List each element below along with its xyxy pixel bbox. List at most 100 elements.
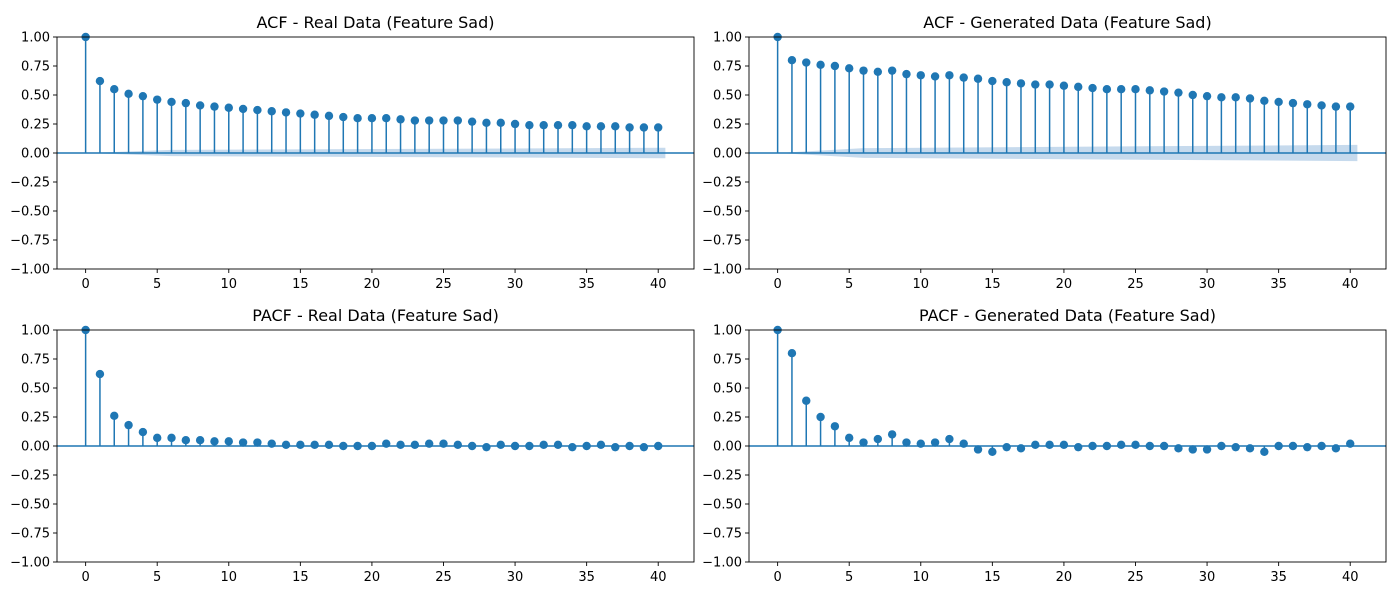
acf-real-point — [453, 116, 463, 125]
pacf-generated-ytick-label: −1.00 — [702, 556, 742, 571]
acf-generated-point — [1346, 102, 1355, 111]
acf-real-title: ACF - Real Data (Feature Sad) — [257, 13, 495, 32]
pacf-generated-xtick-label: 0 — [773, 570, 781, 585]
acf-real-point — [596, 122, 606, 131]
pacf-generated-point — [830, 422, 840, 431]
pacf-real-point — [353, 441, 362, 451]
pacf-generated-point — [1131, 440, 1140, 450]
pacf-real-point — [95, 369, 105, 379]
acf-generated-ytick-label: 0.25 — [713, 118, 742, 133]
acf-generated-point — [1231, 93, 1240, 102]
pacf-real-point — [654, 441, 663, 451]
acf-real-point — [310, 110, 319, 119]
acf-generated-point — [816, 60, 825, 70]
acf-generated-point — [1045, 80, 1054, 89]
pacf-generated-point — [1059, 440, 1069, 450]
pacf-generated-point — [1116, 440, 1126, 450]
pacf-generated-ytick-label: 0.00 — [713, 440, 742, 455]
acf-generated-point — [1131, 85, 1140, 94]
pacf-real-xtick-label: 0 — [81, 570, 89, 585]
acf-real-point — [525, 120, 534, 130]
pacf-real-ytick-label: −0.50 — [10, 498, 50, 513]
acf-generated-ytick-label: 0.50 — [713, 89, 742, 104]
pacf-real-point — [310, 440, 319, 450]
acf-real-xtick-label: 25 — [435, 277, 452, 292]
pacf-real-point — [639, 442, 649, 452]
pacf-real-xtick-label: 5 — [153, 570, 161, 585]
acf-generated-point — [973, 74, 983, 83]
pacf-real-xtick-label: 40 — [650, 570, 667, 585]
pacf-generated-title: PACF - Generated Data (Feature Sad) — [919, 306, 1216, 325]
pacf-generated-point — [1002, 442, 1011, 452]
pacf-real-point — [281, 440, 291, 450]
acf-generated-point — [802, 58, 811, 67]
pacf-real-point — [124, 420, 133, 430]
pacf-generated-point — [1260, 447, 1269, 456]
pacf-generated-point — [1346, 439, 1355, 448]
acf-real-point — [424, 116, 434, 125]
acf-real-xtick-label: 20 — [364, 277, 381, 292]
acf-generated-point — [945, 71, 954, 80]
pacf-real-ytick-label: 0.00 — [21, 440, 50, 455]
pacf-generated-point — [1188, 445, 1197, 454]
acf-real-point — [224, 103, 233, 112]
acf-generated-point — [1031, 80, 1040, 89]
pacf-generated-point — [973, 445, 983, 454]
pacf-generated-point — [887, 430, 897, 439]
acf-generated-xtick-label: 0 — [773, 277, 781, 292]
acf-real-point — [639, 123, 649, 132]
acf-real-point — [153, 95, 162, 104]
pacf-generated-point — [1088, 441, 1097, 451]
acf-generated-ytick-label: −0.75 — [702, 234, 742, 249]
acf-real-point — [367, 114, 377, 123]
pacf-generated-point — [802, 396, 811, 405]
pacf-real-point — [410, 440, 420, 450]
acf-generated-xtick-label: 30 — [1199, 277, 1216, 292]
acf-generated-ytick-label: 0.75 — [713, 60, 742, 75]
pacf-generated-xtick-label: 35 — [1270, 570, 1287, 585]
acf-real-point — [138, 91, 148, 101]
pacf-generated-point — [916, 439, 925, 448]
pacf-generated-point — [787, 349, 797, 358]
pacf-generated-point — [873, 434, 883, 444]
pacf-real-xtick-label: 20 — [364, 570, 381, 585]
pacf-real-xtick-label: 25 — [435, 570, 452, 585]
pacf-generated-xtick-label: 40 — [1342, 570, 1359, 585]
acf-real-ytick-label: −0.25 — [10, 176, 50, 191]
acf-real-point — [95, 76, 105, 86]
acf-real-panel: 1.00 0.75 0.50 0.25 0.00 −0.25 −0.50 −0.75 −1.00… — [10, 13, 695, 292]
acf-generated-point — [1088, 83, 1097, 93]
pacf-real-point — [482, 442, 491, 452]
acf-real-point — [181, 98, 191, 108]
pacf-generated-point — [1159, 441, 1169, 451]
pacf-real-point — [396, 440, 405, 450]
pacf-generated-point — [1174, 444, 1183, 453]
acf-generated-ytick-label: 1.00 — [713, 31, 742, 46]
acf-generated-point — [1331, 102, 1341, 111]
acf-real-point — [296, 109, 305, 118]
pacf-real-point — [339, 441, 348, 451]
pacf-real-xtick-label: 30 — [507, 570, 524, 585]
pacf-generated-point — [988, 447, 997, 456]
pacf-real-point — [439, 439, 448, 448]
acf-real-point — [467, 117, 477, 126]
pacf-real-ytick-label: 0.50 — [21, 382, 50, 397]
pacf-real-ytick-label: 1.00 — [21, 324, 50, 339]
acf-real-point — [238, 104, 248, 114]
acf-generated-point — [845, 64, 854, 73]
pacf-real-point — [568, 442, 577, 452]
acf-generated-point — [1116, 85, 1126, 94]
pacf-real-point — [496, 440, 505, 450]
acf-real-point — [353, 114, 362, 123]
pacf-real-point — [267, 439, 276, 448]
pacf-generated-ytick-label: 0.50 — [713, 382, 742, 397]
acf-generated-point — [1188, 90, 1197, 100]
acf-generated-point — [873, 67, 883, 77]
acf-generated-point — [859, 66, 868, 75]
acf-real-point — [410, 116, 420, 125]
acf-real-point — [496, 118, 505, 128]
pacf-real-point — [138, 427, 148, 437]
acf-real-ytick-label: 0.50 — [21, 89, 50, 104]
acf-real-point — [396, 115, 405, 124]
pacf-real-ytick-label: −1.00 — [10, 556, 50, 571]
